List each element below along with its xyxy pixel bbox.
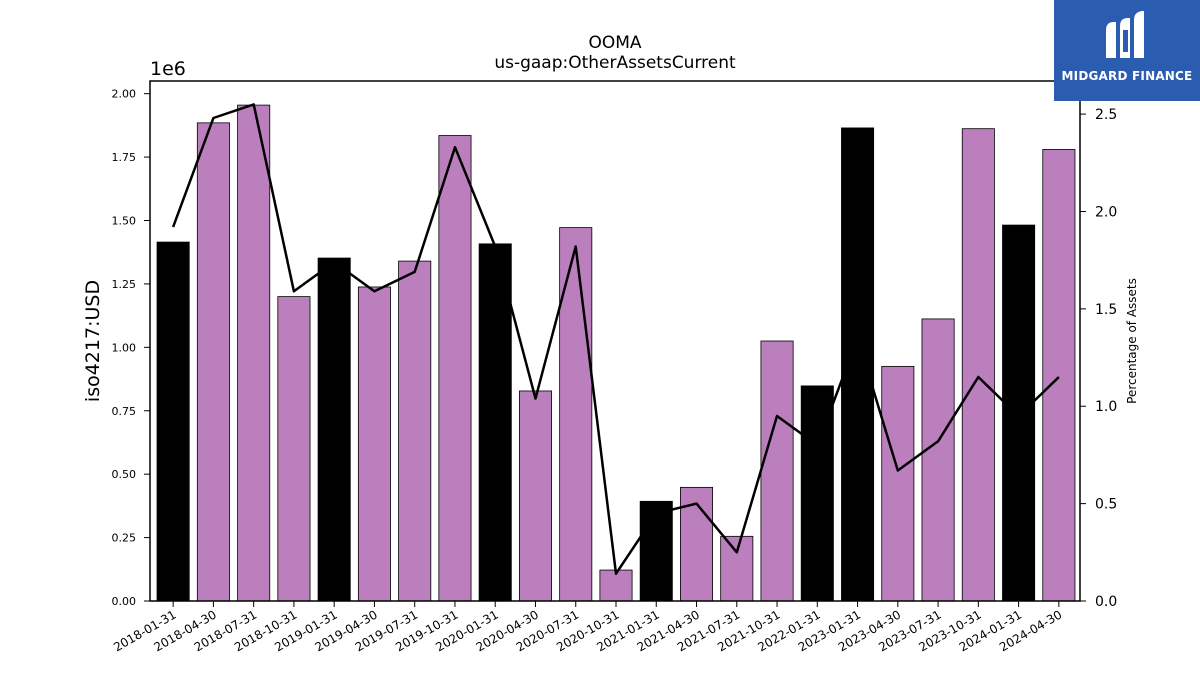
- bar: [478, 243, 512, 602]
- y-tick-label: 0.25: [112, 532, 137, 545]
- y2-tick-label: 2.5: [1095, 107, 1117, 123]
- y-tick-label: 1.25: [112, 278, 137, 291]
- y-tick-label: 2.00: [112, 88, 137, 101]
- bar: [800, 385, 834, 602]
- bar: [518, 390, 552, 602]
- bar: [237, 104, 271, 602]
- chart-subtitle: us-gaap:OtherAssetsCurrent: [494, 53, 736, 73]
- bar: [760, 340, 794, 602]
- y2-tick-label: 0.5: [1095, 497, 1117, 513]
- y2-axis-ticks: 0.0 0.5 1.0 1.5 2.0 2.5: [1080, 107, 1117, 610]
- y2-tick-label: 0.0: [1095, 594, 1117, 610]
- bar: [720, 535, 754, 602]
- midgard-finance-logo: MIDGARD FINANCE: [1054, 0, 1200, 101]
- midgard-logo-icon: [1106, 11, 1144, 58]
- bar: [881, 365, 915, 602]
- bar: [1002, 224, 1036, 602]
- logo-text: MIDGARD FINANCE: [1061, 69, 1193, 83]
- plot-frame: [149, 80, 1081, 602]
- bar: [921, 318, 955, 602]
- y-axis-label: iso4217:USD: [82, 280, 104, 402]
- percentage-line: [171, 103, 1060, 575]
- bar: [196, 122, 230, 602]
- bar: [961, 128, 995, 602]
- bar: [1042, 149, 1076, 602]
- x-axis-ticks: 2018-01-312018-04-302018-07-312018-10-31…: [111, 601, 1064, 654]
- y2-tick-label: 1.5: [1095, 302, 1117, 318]
- y-tick-label: 0.00: [112, 595, 137, 608]
- y2-axis-label: Percentage of Assets: [1125, 278, 1139, 404]
- bar: [639, 500, 673, 602]
- bar: [357, 286, 391, 602]
- bar: [277, 296, 311, 602]
- y-tick-label: 1.75: [112, 151, 137, 164]
- bar: [398, 260, 432, 602]
- y-tick-label: 0.75: [112, 405, 137, 418]
- y2-tick-label: 2.0: [1095, 204, 1117, 220]
- bar: [599, 569, 633, 602]
- bar: [841, 127, 875, 602]
- y-scale-label: 1e6: [150, 58, 186, 80]
- y-axis-ticks: 0.00 0.25 0.50 0.75 1.00 1.25 1.50 1.75 2.00: [112, 88, 150, 608]
- y-tick-label: 1.50: [112, 215, 137, 228]
- bar-series: [156, 104, 1076, 602]
- y2-tick-label: 1.0: [1095, 399, 1117, 415]
- percentage-line-series: [171, 103, 1060, 575]
- bar: [559, 227, 593, 602]
- bar: [317, 257, 351, 602]
- y-tick-label: 0.50: [112, 468, 137, 481]
- y-tick-label: 1.00: [112, 341, 137, 354]
- chart-title: OOMA: [588, 33, 641, 53]
- bar: [438, 135, 472, 602]
- bar: [156, 241, 190, 602]
